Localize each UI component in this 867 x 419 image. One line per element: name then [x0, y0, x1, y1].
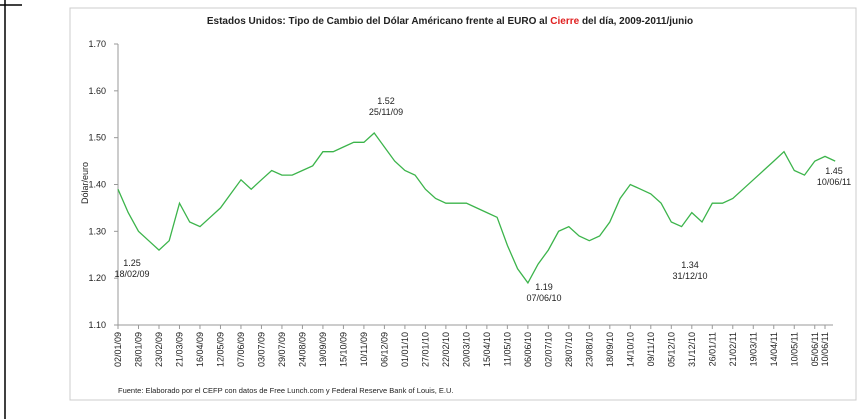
- y-axis-label: Dólar/euro: [80, 162, 90, 204]
- x-tick-label: 15/04/10: [482, 332, 492, 367]
- title-part: del día, 2009-2011/junio: [579, 16, 693, 27]
- annotation-date: 31/12/10: [672, 271, 707, 281]
- y-tick-label: 1.30: [88, 226, 106, 236]
- x-tick-label: 16/04/09: [195, 332, 205, 367]
- annotation-date: 07/06/10: [526, 293, 561, 303]
- y-tick-label: 1.70: [88, 39, 106, 49]
- x-tick-label: 06/06/10: [523, 332, 533, 367]
- annotation-value: 1.52: [377, 96, 395, 106]
- x-tick-label: 02/01/09: [113, 332, 123, 367]
- annotation-date: 18/02/09: [114, 269, 149, 279]
- x-tick-label: 15/10/09: [338, 332, 348, 367]
- x-tick-label: 05/12/10: [666, 332, 676, 367]
- y-tick-label: 1.50: [88, 133, 106, 143]
- annotation-value: 1.19: [535, 282, 553, 292]
- x-tick-label: 05/06/11: [810, 332, 820, 366]
- x-tick-label: 26/01/11: [707, 332, 717, 366]
- y-tick-label: 1.10: [88, 320, 106, 330]
- x-tick-label: 10/05/11: [789, 332, 799, 366]
- x-tick-label: 21/03/09: [174, 332, 184, 367]
- x-tick-label: 19/03/11: [748, 332, 758, 366]
- x-tick-label: 02/07/10: [543, 332, 553, 367]
- x-tick-label: 01/01/10: [400, 332, 410, 367]
- x-tick-label: 14/04/11: [769, 332, 779, 366]
- x-tick-label: 28/01/09: [133, 332, 143, 367]
- x-tick-label: 20/03/10: [461, 332, 471, 367]
- x-tick-label: 10/06/11: [820, 332, 830, 366]
- y-tick-label: 1.60: [88, 86, 106, 96]
- x-tick-label: 12/05/09: [215, 332, 225, 367]
- annotation-value: 1.25: [123, 258, 141, 268]
- line: [117, 132, 836, 285]
- x-tick-label: 27/01/10: [420, 332, 430, 367]
- annotation-date: 25/11/09: [369, 107, 403, 117]
- x-tick-label: 07/06/09: [236, 332, 246, 367]
- annotation-value: 1.45: [825, 166, 843, 176]
- x-tick-label: 14/10/10: [625, 332, 635, 367]
- x-tick-label: 21/02/11: [728, 332, 738, 366]
- x-tick-label: 03/07/09: [256, 332, 266, 367]
- source: Fuente: Elaborado por el CEFP con datos …: [118, 386, 453, 395]
- annotation-date: 10/06/11: [817, 177, 851, 187]
- x-tick-label: 06/12/09: [379, 332, 389, 367]
- x-tick-label: 23/08/10: [584, 332, 594, 367]
- chart-title: Estados Unidos: Tipo de Cambio del Dólar…: [207, 16, 693, 27]
- x-tick-label: 31/12/10: [687, 332, 697, 367]
- annotation-value: 1.34: [681, 260, 699, 270]
- y-tick-label: 1.20: [88, 273, 106, 283]
- x-tick-label: 11/05/10: [502, 332, 512, 366]
- title-part: Cierre: [550, 16, 579, 27]
- x-tick-label: 22/02/10: [441, 332, 451, 367]
- x-tick-label: 19/09/09: [318, 332, 328, 367]
- title-part: Estados Unidos: Tipo de Cambio del Dólar…: [207, 16, 550, 27]
- x-tick-label: 23/02/09: [154, 332, 164, 367]
- x-tick-label: 18/09/10: [605, 332, 615, 367]
- chart-border: [69, 7, 857, 401]
- x-tick-label: 10/11/09: [359, 332, 369, 366]
- x-tick-label: 24/08/09: [297, 332, 307, 367]
- x-tick-label: 09/11/10: [646, 332, 656, 366]
- x-tick-label: 29/07/09: [277, 332, 287, 367]
- y-tick-label: 1.40: [88, 180, 106, 190]
- x-tick-label: 28/07/10: [564, 332, 574, 367]
